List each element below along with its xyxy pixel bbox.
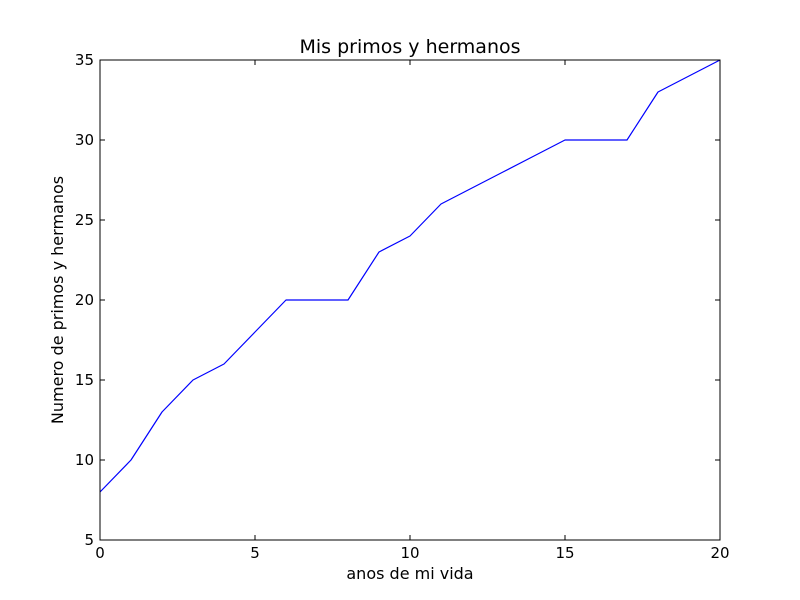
x-tick-label: 20 [710, 544, 729, 562]
y-tick-label: 30 [75, 131, 94, 149]
y-tick-label: 15 [75, 371, 94, 389]
y-tick-label: 5 [84, 531, 94, 549]
y-tick-label: 35 [75, 51, 94, 69]
plot-frame [99, 59, 721, 541]
plot-area [100, 60, 720, 540]
y-tick-label: 25 [75, 211, 94, 229]
x-axis-label: anos de mi vida [346, 564, 473, 583]
chart-title: Mis primos y hermanos [299, 36, 520, 58]
x-tick-label: 10 [400, 544, 419, 562]
y-axis-label: Numero de primos y hermanos [48, 176, 67, 424]
x-tick-label: 0 [95, 544, 105, 562]
series-line [99, 59, 721, 493]
y-tick-label: 20 [75, 291, 94, 309]
x-tick-label: 5 [250, 544, 260, 562]
x-tick-label: 15 [555, 544, 574, 562]
y-tick-label: 10 [75, 451, 94, 469]
series-layer [99, 59, 721, 493]
